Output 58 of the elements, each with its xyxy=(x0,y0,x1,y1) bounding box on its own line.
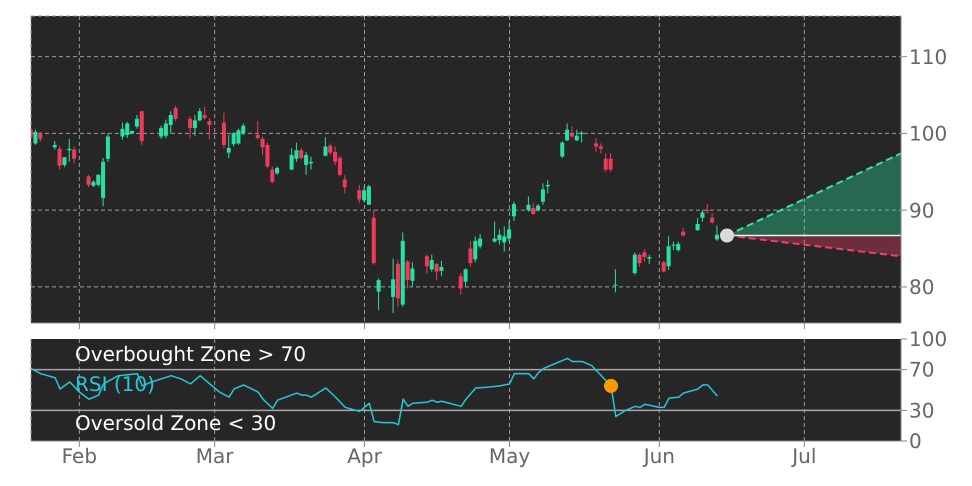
candlestick xyxy=(546,180,550,194)
candlestick xyxy=(632,252,637,276)
candlestick xyxy=(207,118,212,140)
candlestick xyxy=(86,174,91,188)
candlestick xyxy=(33,129,38,146)
candlestick xyxy=(526,196,530,212)
candlestick xyxy=(67,138,72,162)
series-label: RSI (10) xyxy=(74,372,156,396)
candlestick xyxy=(647,254,652,264)
candlestick xyxy=(174,105,178,122)
candlestick xyxy=(710,212,714,224)
candlestick xyxy=(560,140,564,158)
y-tick-label: 110 xyxy=(909,44,948,69)
candlestick xyxy=(580,130,584,144)
ref-line-label: Overbought Zone > 70 xyxy=(75,342,306,366)
candlestick xyxy=(696,217,700,232)
y-tick-label: 90 xyxy=(909,198,934,222)
candlestick xyxy=(565,122,570,142)
candlestick xyxy=(62,156,66,168)
candlestick xyxy=(468,240,472,267)
candlestick xyxy=(531,202,536,216)
y-tick-label: 100 xyxy=(909,122,948,146)
candlestick xyxy=(202,106,207,120)
x-tick-label: Mar xyxy=(196,444,234,468)
candlestick xyxy=(458,272,463,296)
y-tick-label: 30 xyxy=(909,398,934,422)
y-tick-label: 80 xyxy=(909,275,934,300)
candlestick xyxy=(106,132,110,162)
candlestick xyxy=(594,138,598,152)
candlestick xyxy=(714,225,719,242)
candlestick xyxy=(464,268,468,288)
candlestick xyxy=(666,236,671,271)
candlestick xyxy=(613,268,618,293)
candlestick xyxy=(58,146,62,170)
candlestick xyxy=(705,204,710,214)
x-tick-label: Jul xyxy=(790,444,816,468)
y-tick-label: 70 xyxy=(909,358,934,382)
ref-line-label: Oversold Zone < 30 xyxy=(75,410,276,435)
candlestick xyxy=(434,262,439,281)
candlestick xyxy=(198,108,202,122)
y-tick-label: 100 xyxy=(909,327,948,352)
x-tick-label: Feb xyxy=(62,444,98,468)
candlestick xyxy=(38,131,42,142)
candlestick xyxy=(72,146,76,164)
x-tick-label: May xyxy=(488,444,530,468)
x-tick-label: Jun xyxy=(642,444,675,468)
candlestick xyxy=(188,116,192,140)
candlestick xyxy=(662,260,666,273)
x-tick-label: Apr xyxy=(347,444,383,468)
candlestick xyxy=(540,182,545,206)
y-tick-label: 0 xyxy=(909,429,922,454)
candlestick xyxy=(570,126,574,139)
candlestick xyxy=(598,142,603,154)
candlestick xyxy=(192,114,197,136)
candlestick xyxy=(574,129,579,142)
candlestick xyxy=(134,114,139,130)
candlestick xyxy=(512,201,516,222)
candlestick xyxy=(700,210,704,222)
